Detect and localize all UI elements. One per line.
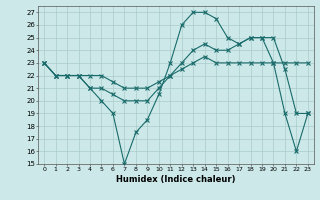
- X-axis label: Humidex (Indice chaleur): Humidex (Indice chaleur): [116, 175, 236, 184]
